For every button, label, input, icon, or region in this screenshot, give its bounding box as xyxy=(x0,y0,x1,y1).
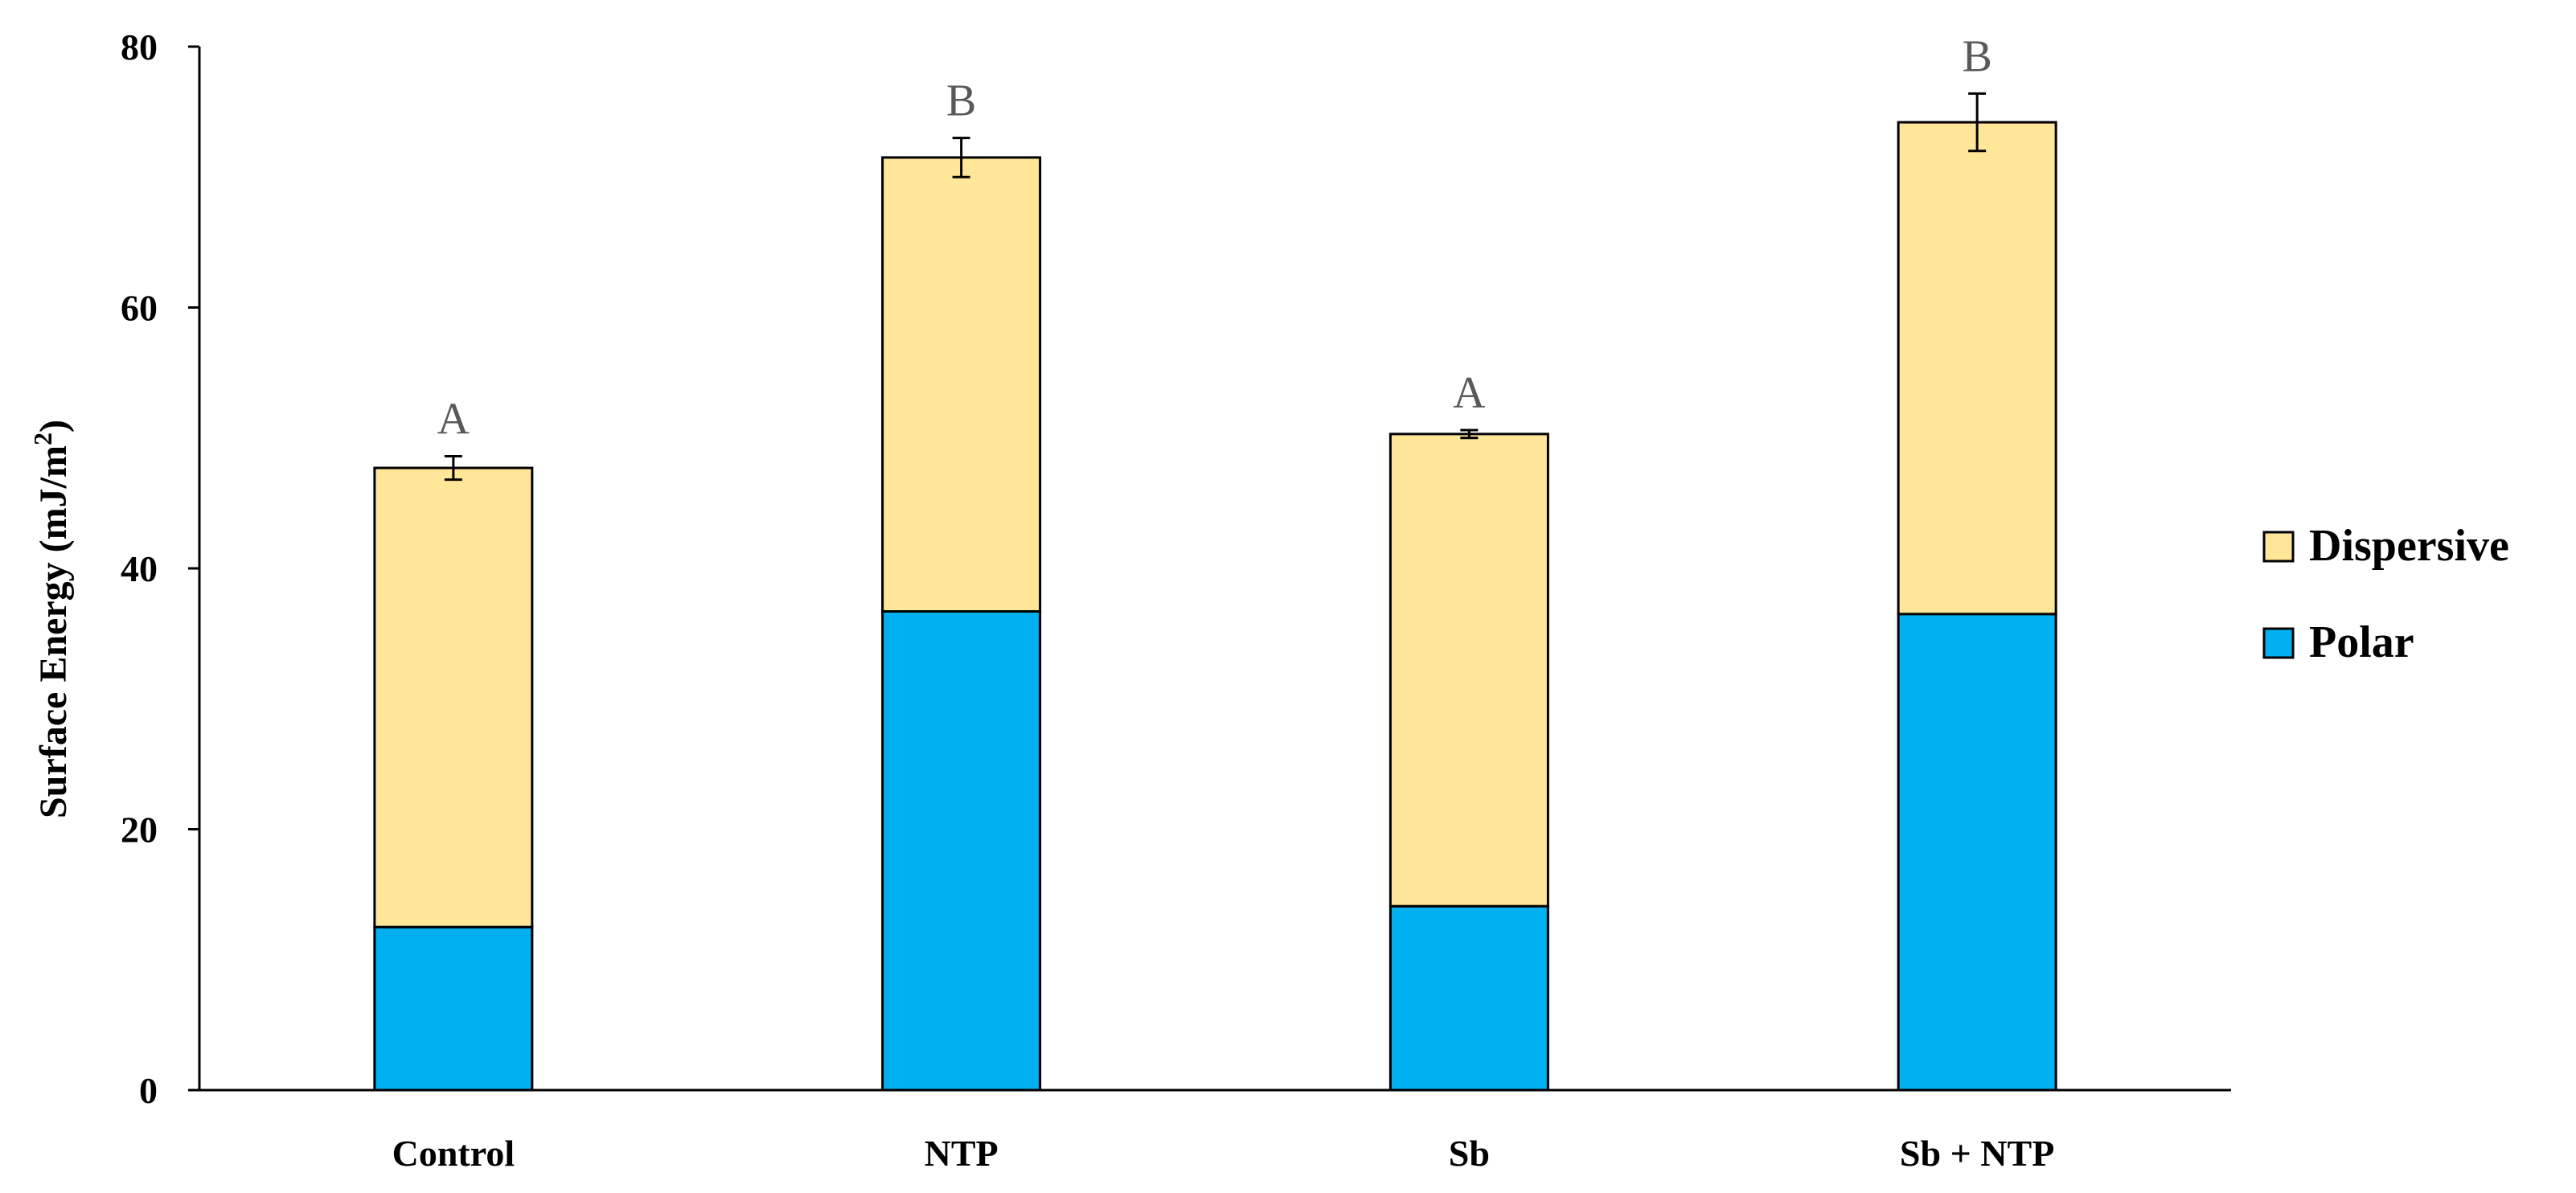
bar-polar-ntp xyxy=(881,610,1042,1092)
bar-polar-sb xyxy=(1388,904,1549,1092)
legend-swatch-polar xyxy=(2262,627,2295,659)
group-letter-1: B xyxy=(946,76,976,126)
bar-polar-sb-ntp xyxy=(1897,613,2057,1092)
bar-dispersive-ntp xyxy=(881,156,1042,613)
y-tick-label: 0 xyxy=(139,1070,158,1111)
group-letter-3: B xyxy=(1962,31,1991,81)
bar-dispersive-control xyxy=(373,466,534,929)
legend-label-polar: Polar xyxy=(2309,617,2414,667)
x-tick-label: Control xyxy=(392,1133,515,1174)
bar-dispersive-sb xyxy=(1388,433,1549,908)
legend-label-dispersive: Dispersive xyxy=(2309,521,2509,571)
plot-area: A B A B xyxy=(373,31,2057,1092)
y-axis-title-main: Surface Energy (mJ/m xyxy=(32,445,75,818)
y-tick-label: 20 xyxy=(121,810,158,851)
x-tick-label: Sb + NTP xyxy=(1900,1133,2054,1174)
axes: Surface Energy (mJ/m2) Control NTP Sb Sb + … xyxy=(28,27,2231,1174)
bar-dispersive-sb-ntp xyxy=(1897,121,2057,616)
group-letter-0: A xyxy=(437,394,470,444)
y-axis-title-close: ) xyxy=(32,420,75,433)
x-tick-label: Sb xyxy=(1449,1133,1490,1174)
bar-polar-control xyxy=(373,925,534,1092)
y-tick-label: 40 xyxy=(121,548,158,589)
legend: Dispersive Polar xyxy=(2262,521,2509,667)
group-letter-2: A xyxy=(1453,368,1486,418)
x-tick-label: NTP xyxy=(925,1133,999,1174)
y-tick-label: 60 xyxy=(121,288,158,329)
legend-swatch-dispersive xyxy=(2262,531,2295,563)
y-axis-title: Surface Energy (mJ/m2) xyxy=(28,420,75,818)
y-axis-title-superscript: 2 xyxy=(28,433,57,445)
y-tick-label: 80 xyxy=(121,27,158,68)
